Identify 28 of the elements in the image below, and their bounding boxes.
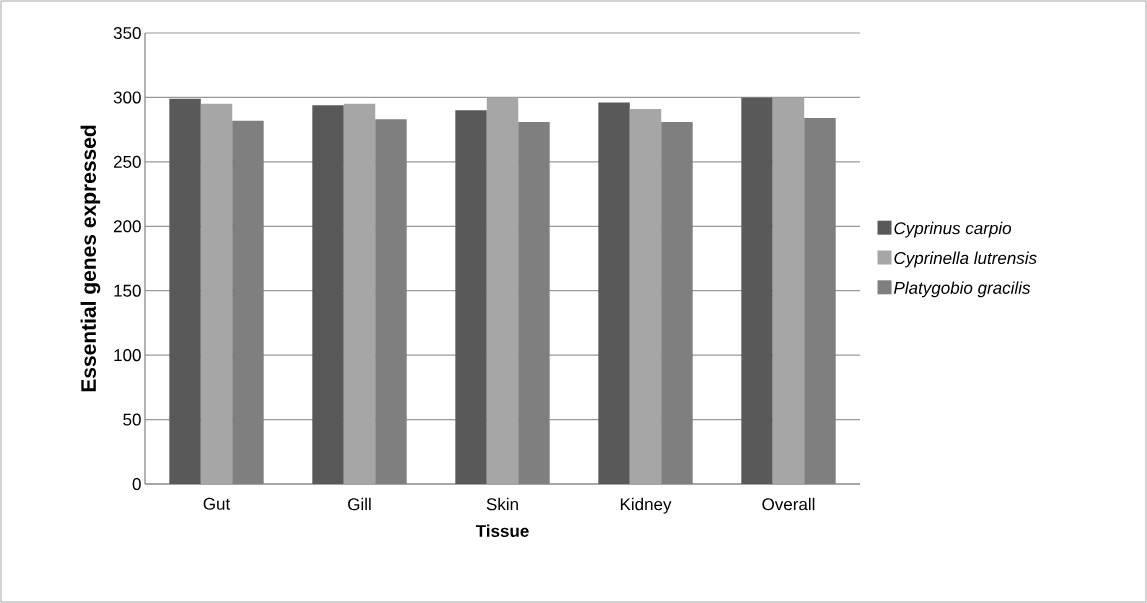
bar: [200, 103, 233, 484]
y-tick-label: 250: [113, 155, 141, 168]
y-tick-label: 200: [113, 220, 141, 233]
legend-label: Cyprinus carpio: [894, 221, 1012, 238]
bar: [598, 102, 630, 484]
bar: [169, 98, 201, 484]
y-tick-label: 50: [123, 413, 141, 426]
x-axis-title: Tissue: [475, 524, 529, 537]
y-axis-title: Essential genes expressed: [80, 125, 101, 392]
y-tick-label: 350: [113, 26, 141, 40]
bar: [772, 97, 805, 484]
bar: [455, 110, 487, 484]
y-tick-label: 100: [114, 349, 141, 362]
x-tick-label: Gill: [348, 497, 371, 511]
bar: [486, 97, 519, 484]
bar: [343, 103, 376, 484]
x-tick-label: Gut: [203, 497, 231, 510]
legend-label: Platygobio gracilis: [894, 281, 1031, 298]
legend-label: Cyprinella lutrensis: [894, 251, 1037, 268]
y-tick-label: 300: [113, 91, 141, 104]
y-tick-label: 150: [114, 284, 141, 297]
x-tick-label: Skin: [486, 497, 518, 511]
bar: [741, 97, 773, 484]
x-tick-label: Kidney: [620, 497, 672, 514]
x-tick-label: Overall: [762, 497, 815, 511]
y-tick-label: 0: [132, 477, 141, 491]
bar: [312, 105, 344, 484]
bar: [629, 109, 662, 484]
